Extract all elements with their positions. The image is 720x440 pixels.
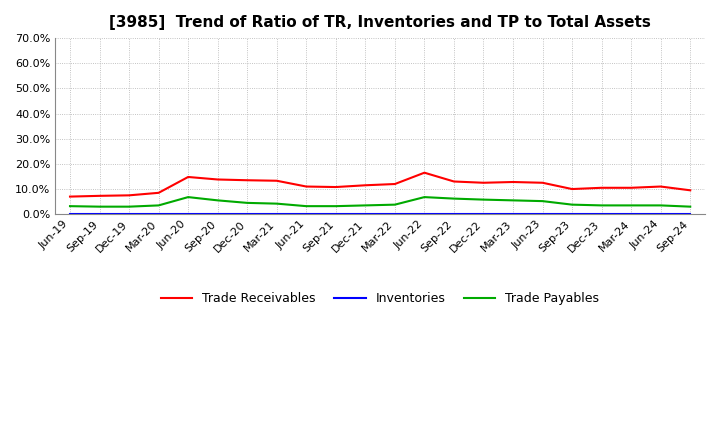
Inventories	[390, 211, 399, 216]
Trade Receivables	[449, 179, 458, 184]
Line: Trade Receivables: Trade Receivables	[70, 172, 690, 197]
Inventories	[480, 211, 488, 216]
Inventories	[539, 211, 547, 216]
Inventories	[598, 211, 606, 216]
Trade Payables	[686, 204, 695, 209]
Inventories	[302, 211, 310, 216]
Trade Receivables	[66, 194, 74, 199]
Legend: Trade Receivables, Inventories, Trade Payables: Trade Receivables, Inventories, Trade Pa…	[156, 287, 604, 310]
Inventories	[420, 211, 428, 216]
Inventories	[184, 211, 192, 216]
Trade Payables	[598, 203, 606, 208]
Inventories	[154, 211, 163, 216]
Inventories	[627, 211, 636, 216]
Trade Payables	[361, 203, 369, 208]
Trade Receivables	[184, 174, 192, 180]
Trade Receivables	[598, 185, 606, 191]
Trade Payables	[449, 196, 458, 201]
Trade Receivables	[154, 190, 163, 195]
Trade Receivables	[302, 184, 310, 189]
Trade Receivables	[331, 184, 340, 190]
Trade Receivables	[125, 193, 133, 198]
Trade Receivables	[480, 180, 488, 185]
Trade Payables	[243, 200, 251, 205]
Inventories	[449, 211, 458, 216]
Trade Receivables	[686, 188, 695, 193]
Trade Receivables	[95, 193, 104, 198]
Trade Payables	[331, 204, 340, 209]
Trade Payables	[95, 204, 104, 209]
Inventories	[66, 211, 74, 216]
Inventories	[568, 211, 577, 216]
Inventories	[331, 211, 340, 216]
Trade Receivables	[213, 177, 222, 182]
Inventories	[509, 211, 518, 216]
Trade Receivables	[509, 180, 518, 185]
Trade Receivables	[627, 185, 636, 191]
Inventories	[95, 211, 104, 216]
Trade Receivables	[568, 187, 577, 192]
Line: Trade Payables: Trade Payables	[70, 197, 690, 207]
Trade Payables	[66, 204, 74, 209]
Trade Payables	[184, 194, 192, 200]
Trade Payables	[213, 198, 222, 203]
Inventories	[686, 211, 695, 216]
Trade Receivables	[243, 178, 251, 183]
Inventories	[272, 211, 281, 216]
Trade Receivables	[272, 178, 281, 183]
Trade Payables	[420, 194, 428, 200]
Trade Payables	[272, 201, 281, 206]
Trade Receivables	[390, 181, 399, 187]
Trade Payables	[627, 203, 636, 208]
Trade Payables	[568, 202, 577, 207]
Inventories	[361, 211, 369, 216]
Title: [3985]  Trend of Ratio of TR, Inventories and TP to Total Assets: [3985] Trend of Ratio of TR, Inventories…	[109, 15, 651, 30]
Trade Payables	[125, 204, 133, 209]
Trade Receivables	[361, 183, 369, 188]
Inventories	[213, 211, 222, 216]
Trade Payables	[390, 202, 399, 207]
Trade Payables	[657, 203, 665, 208]
Trade Payables	[539, 198, 547, 204]
Trade Receivables	[539, 180, 547, 185]
Trade Payables	[302, 204, 310, 209]
Trade Payables	[509, 198, 518, 203]
Trade Payables	[154, 203, 163, 208]
Trade Receivables	[657, 184, 665, 189]
Inventories	[243, 211, 251, 216]
Inventories	[657, 211, 665, 216]
Trade Payables	[480, 197, 488, 202]
Trade Receivables	[420, 170, 428, 175]
Inventories	[125, 211, 133, 216]
